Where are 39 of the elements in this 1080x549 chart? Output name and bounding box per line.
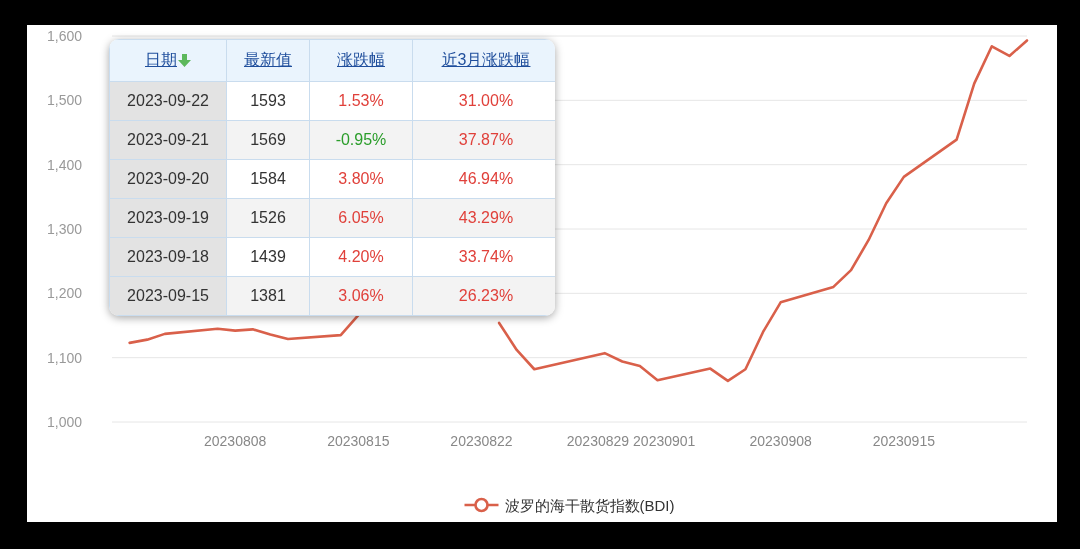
text: 2023-09-20 xyxy=(127,170,209,187)
x-tick-label: 20230808 xyxy=(204,433,267,449)
text: 2023-09-22 xyxy=(127,92,209,109)
text: 2023-09-18 xyxy=(127,248,209,265)
x-tick-label: 20230822 xyxy=(450,433,513,449)
y-tick-label: 1,200 xyxy=(46,285,83,302)
x-tick-label: 20230901 xyxy=(633,433,696,449)
x-tick-label: 20230908 xyxy=(749,433,813,449)
text: 37.87% xyxy=(458,131,514,148)
text: 26.23% xyxy=(458,287,514,304)
text: 4.20% xyxy=(338,248,384,265)
text: 1569 xyxy=(250,131,286,148)
text: 1.53% xyxy=(338,92,384,109)
text: 1584 xyxy=(250,170,286,187)
text: 46.94% xyxy=(458,170,514,187)
text: 2023-09-15 xyxy=(127,287,209,304)
text: 43.29% xyxy=(458,209,514,226)
text: 6.05% xyxy=(338,209,384,226)
text: 33.74% xyxy=(458,248,514,265)
text: 3.80% xyxy=(338,170,384,187)
text: 31.00% xyxy=(458,92,514,109)
y-tick-label: 1,600 xyxy=(46,28,83,44)
text: 1439 xyxy=(250,248,286,265)
x-tick-label: 20230829 xyxy=(566,433,630,449)
y-tick-label: 1,100 xyxy=(46,349,83,366)
text: 1526 xyxy=(250,209,286,226)
text: 3.06% xyxy=(338,287,384,304)
text: 1381 xyxy=(250,287,286,304)
text: 2023-09-19 xyxy=(127,209,209,226)
y-tick-label: 1,400 xyxy=(46,156,83,173)
text: 1593 xyxy=(250,92,286,109)
x-tick-label: 20230815 xyxy=(327,433,390,449)
y-tick-label: 1,500 xyxy=(46,92,83,109)
y-tick-label: 1,000 xyxy=(46,414,83,430)
x-tick-label: 20230915 xyxy=(872,433,936,449)
text: 2023-09-21 xyxy=(127,131,209,148)
legend-label: 波罗的海干散货指数(BDI) xyxy=(504,496,675,514)
text: -0.95% xyxy=(335,131,387,148)
y-tick-label: 1,300 xyxy=(46,221,83,237)
